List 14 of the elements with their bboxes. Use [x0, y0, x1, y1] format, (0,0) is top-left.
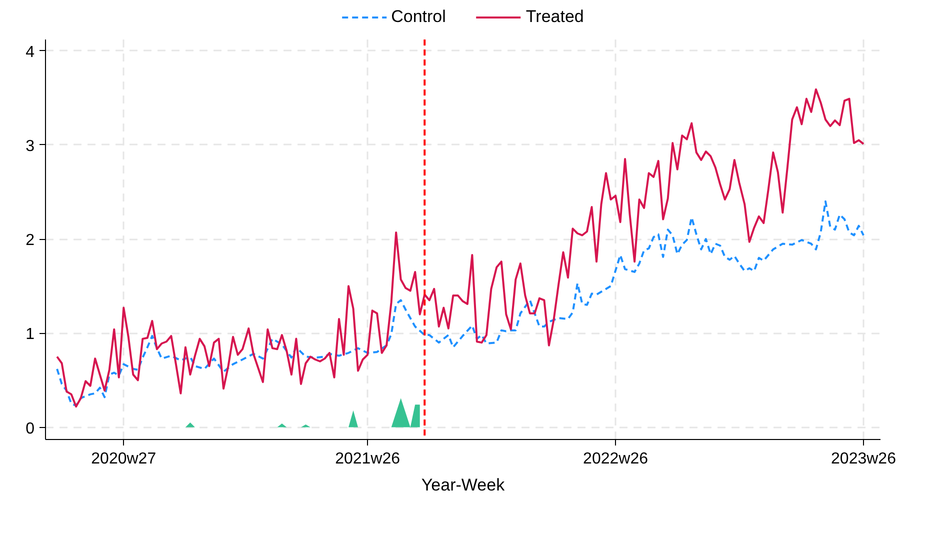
legend-label: Treated: [526, 7, 584, 27]
x-tick-label: 2023w26: [831, 450, 896, 468]
x-tick-label: 2022w26: [583, 450, 648, 468]
y-tick-label: 4: [26, 44, 35, 61]
x-axis-title: Year-Week: [421, 476, 506, 494]
y-tick-label: 3: [26, 138, 35, 155]
x-tick-label: 2020w27: [91, 450, 156, 468]
legend-label: Control: [391, 7, 446, 27]
line-series: [56, 88, 865, 408]
y-tick-label: 2: [26, 232, 35, 250]
y-tick-label: 0: [26, 420, 35, 438]
y-tick-label: 1: [26, 326, 35, 344]
line-series: [56, 200, 865, 407]
x-tick-label: 2021w26: [335, 450, 400, 468]
